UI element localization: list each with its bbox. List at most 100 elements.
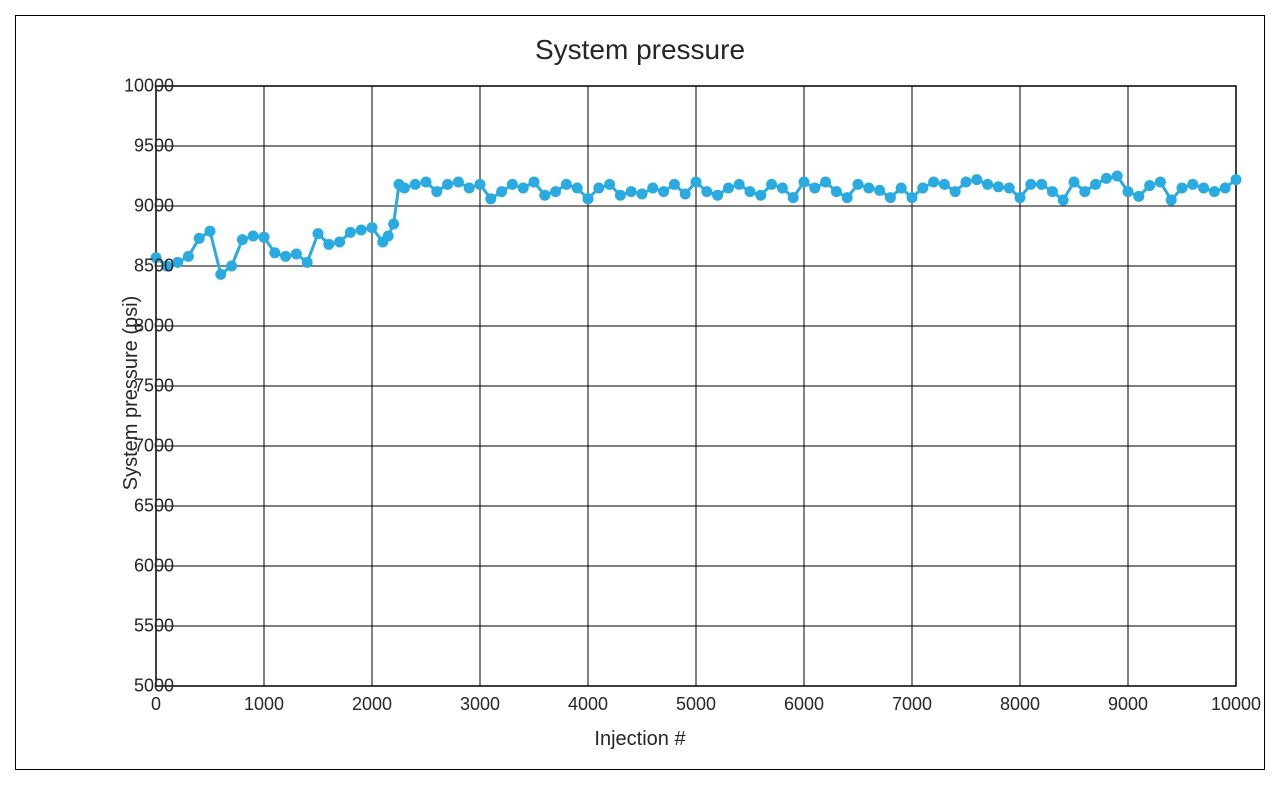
data-point bbox=[874, 185, 885, 196]
data-point bbox=[831, 186, 842, 197]
y-tick-label: 6000 bbox=[94, 556, 174, 577]
data-point bbox=[507, 179, 518, 190]
data-point bbox=[1166, 195, 1177, 206]
data-point bbox=[971, 174, 982, 185]
data-point bbox=[863, 183, 874, 194]
data-point bbox=[842, 192, 853, 203]
data-point bbox=[539, 190, 550, 201]
data-point bbox=[1090, 179, 1101, 190]
y-tick-label: 7000 bbox=[94, 436, 174, 457]
data-point bbox=[961, 177, 972, 188]
y-tick-label: 6500 bbox=[94, 496, 174, 517]
data-point bbox=[1047, 186, 1058, 197]
x-tick-label: 5000 bbox=[676, 694, 716, 715]
x-tick-label: 7000 bbox=[892, 694, 932, 715]
data-point bbox=[809, 183, 820, 194]
data-point bbox=[1231, 174, 1242, 185]
data-point bbox=[1058, 195, 1069, 206]
data-point bbox=[388, 219, 399, 230]
data-point bbox=[658, 186, 669, 197]
data-point bbox=[334, 237, 345, 248]
data-point bbox=[475, 179, 486, 190]
y-tick-label: 9000 bbox=[94, 196, 174, 217]
data-point bbox=[701, 186, 712, 197]
data-point bbox=[248, 231, 259, 242]
data-point bbox=[993, 181, 1004, 192]
data-point bbox=[896, 183, 907, 194]
x-tick-label: 2000 bbox=[352, 694, 392, 715]
data-point bbox=[561, 179, 572, 190]
data-point bbox=[712, 190, 723, 201]
data-point bbox=[453, 177, 464, 188]
x-tick-label: 6000 bbox=[784, 694, 824, 715]
y-tick-label: 10000 bbox=[94, 76, 174, 97]
data-point bbox=[745, 186, 756, 197]
y-tick-label: 9500 bbox=[94, 136, 174, 157]
data-point bbox=[734, 179, 745, 190]
data-point bbox=[1133, 191, 1144, 202]
data-point bbox=[647, 183, 658, 194]
data-point bbox=[1101, 173, 1112, 184]
data-point bbox=[194, 233, 205, 244]
data-point bbox=[637, 189, 648, 200]
data-point bbox=[755, 190, 766, 201]
data-point bbox=[766, 179, 777, 190]
data-point bbox=[464, 183, 475, 194]
data-point bbox=[982, 179, 993, 190]
y-tick-label: 8500 bbox=[94, 256, 174, 277]
data-point bbox=[280, 251, 291, 262]
data-point bbox=[885, 192, 896, 203]
data-point bbox=[1220, 183, 1231, 194]
data-point bbox=[1079, 186, 1090, 197]
data-point bbox=[485, 193, 496, 204]
data-point bbox=[421, 177, 432, 188]
data-point bbox=[917, 183, 928, 194]
data-point bbox=[1155, 177, 1166, 188]
data-point bbox=[226, 261, 237, 272]
data-point bbox=[691, 177, 702, 188]
data-point bbox=[626, 186, 637, 197]
data-point bbox=[939, 179, 950, 190]
x-tick-label: 0 bbox=[151, 694, 161, 715]
data-point bbox=[1004, 183, 1015, 194]
data-point bbox=[799, 177, 810, 188]
data-point bbox=[777, 183, 788, 194]
y-tick-label: 8000 bbox=[94, 316, 174, 337]
data-point bbox=[907, 192, 918, 203]
data-point bbox=[1177, 183, 1188, 194]
data-point bbox=[205, 226, 216, 237]
data-point bbox=[1123, 186, 1134, 197]
data-point bbox=[496, 186, 507, 197]
data-point bbox=[604, 179, 615, 190]
data-point bbox=[215, 269, 226, 280]
data-point bbox=[1069, 177, 1080, 188]
data-point bbox=[1187, 179, 1198, 190]
data-point bbox=[323, 239, 334, 250]
x-tick-label: 9000 bbox=[1108, 694, 1148, 715]
data-point bbox=[529, 177, 540, 188]
data-point bbox=[1015, 192, 1026, 203]
data-point bbox=[723, 183, 734, 194]
data-point bbox=[550, 186, 561, 197]
data-point bbox=[399, 183, 410, 194]
data-point bbox=[788, 192, 799, 203]
data-point bbox=[291, 249, 302, 260]
y-tick-label: 7500 bbox=[94, 376, 174, 397]
data-point bbox=[1198, 183, 1209, 194]
y-tick-label: 5500 bbox=[94, 616, 174, 637]
plot-area bbox=[156, 86, 1236, 686]
data-point bbox=[383, 231, 394, 242]
data-point bbox=[442, 179, 453, 190]
data-point bbox=[853, 179, 864, 190]
data-point bbox=[431, 186, 442, 197]
x-tick-label: 10000 bbox=[1211, 694, 1261, 715]
x-tick-label: 8000 bbox=[1000, 694, 1040, 715]
chart-frame: System pressure System pressure (psi) In… bbox=[15, 15, 1265, 770]
data-point bbox=[259, 232, 270, 243]
data-point bbox=[367, 222, 378, 233]
data-point bbox=[615, 190, 626, 201]
x-tick-label: 4000 bbox=[568, 694, 608, 715]
data-point bbox=[669, 179, 680, 190]
data-point bbox=[269, 247, 280, 258]
data-point bbox=[237, 234, 248, 245]
